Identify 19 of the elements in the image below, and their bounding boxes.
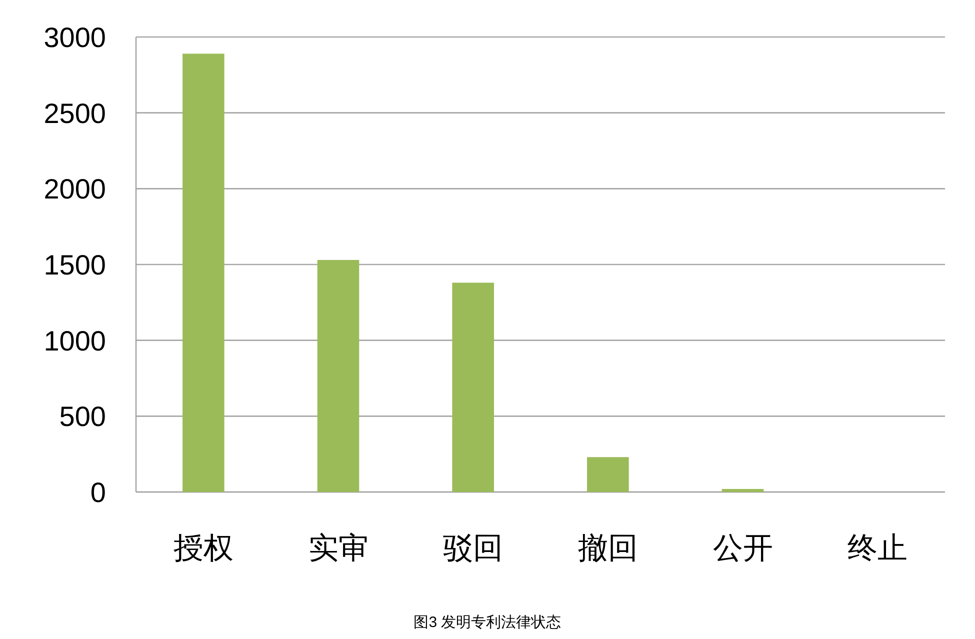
x-tick-label: 终止 bbox=[848, 532, 908, 565]
bar bbox=[317, 260, 360, 492]
x-tick-label: 撤回 bbox=[578, 532, 638, 565]
y-tick-label: 2500 bbox=[44, 98, 106, 129]
caption: 图3 发明专利法律状态 bbox=[414, 614, 562, 631]
bar bbox=[452, 282, 494, 492]
x-tick-label: 公开 bbox=[712, 532, 773, 565]
x-tick-label: 驳回 bbox=[443, 532, 504, 565]
y-tick-label: 500 bbox=[59, 401, 106, 432]
bar bbox=[182, 54, 224, 492]
y-tick-label: 0 bbox=[90, 477, 106, 508]
x-tick-label: 实审 bbox=[308, 532, 368, 565]
y-tick-label: 3000 bbox=[44, 22, 106, 53]
y-tick-label: 1500 bbox=[44, 250, 106, 280]
y-tick-label: 2000 bbox=[44, 174, 106, 205]
x-tick-label: 授权 bbox=[173, 532, 234, 565]
y-tick-label: 1000 bbox=[44, 325, 106, 356]
bar bbox=[722, 488, 764, 492]
bar bbox=[587, 457, 629, 492]
